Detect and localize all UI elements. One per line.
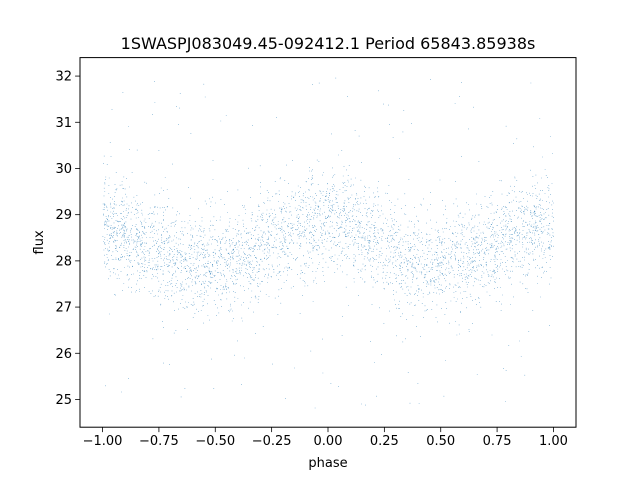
y-tick-label: 30 xyxy=(55,162,72,177)
y-tick-label: 31 xyxy=(55,116,72,131)
y-tick-label: 27 xyxy=(55,301,72,316)
chart-title: 1SWASPJ083049.45-092412.1 Period 65843.8… xyxy=(121,34,536,53)
x-tick-label: −0.25 xyxy=(252,434,292,449)
x-tick-label: −0.50 xyxy=(195,434,235,449)
x-axis-label: phase xyxy=(308,456,347,471)
y-tick-label: 32 xyxy=(55,70,72,85)
y-tick-label: 25 xyxy=(55,393,72,408)
y-axis: 25 26 27 28 29 30 31 32 xyxy=(55,70,80,408)
x-tick-label: 0.00 xyxy=(314,434,343,449)
x-tick-label: 0.50 xyxy=(426,434,455,449)
x-tick-label: −0.75 xyxy=(139,434,179,449)
x-tick-label: 0.25 xyxy=(370,434,399,449)
x-tick-label: −1.00 xyxy=(83,434,123,449)
x-tick-label: 0.75 xyxy=(483,434,512,449)
y-tick-label: 26 xyxy=(55,347,72,362)
y-tick-label: 29 xyxy=(55,208,72,223)
x-axis: −1.00 −0.75 −0.50 −0.25 0.00 0.25 0.50 0.75 1.00 xyxy=(83,427,568,449)
y-axis-label: flux xyxy=(32,230,47,254)
x-tick-label: 1.00 xyxy=(539,434,568,449)
y-tick-label: 28 xyxy=(55,254,72,269)
